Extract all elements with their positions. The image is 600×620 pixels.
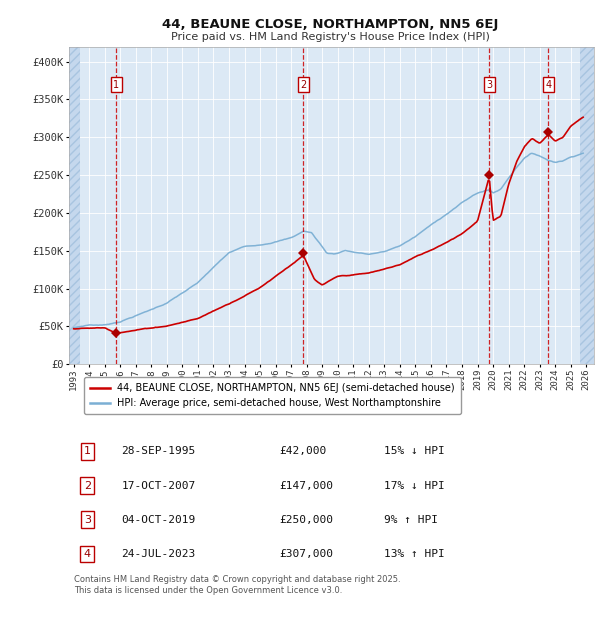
Bar [69, 46, 80, 365]
Text: 1: 1 [113, 79, 119, 90]
Text: £250,000: £250,000 [279, 515, 333, 525]
Text: 17% ↓ HPI: 17% ↓ HPI [384, 480, 445, 490]
Text: £147,000: £147,000 [279, 480, 333, 490]
Text: 13% ↑ HPI: 13% ↑ HPI [384, 549, 445, 559]
Text: 24-JUL-2023: 24-JUL-2023 [121, 549, 196, 559]
Text: 15% ↓ HPI: 15% ↓ HPI [384, 446, 445, 456]
Text: 3: 3 [486, 79, 492, 90]
Text: 4: 4 [84, 549, 91, 559]
Text: 9% ↑ HPI: 9% ↑ HPI [384, 515, 438, 525]
Text: 2: 2 [84, 480, 91, 490]
Text: 44, BEAUNE CLOSE, NORTHAMPTON, NN5 6EJ: 44, BEAUNE CLOSE, NORTHAMPTON, NN5 6EJ [162, 19, 498, 31]
Text: Contains HM Land Registry data © Crown copyright and database right 2025.
This d: Contains HM Land Registry data © Crown c… [74, 575, 401, 595]
Text: £42,000: £42,000 [279, 446, 326, 456]
Text: 3: 3 [84, 515, 91, 525]
Text: 1: 1 [84, 446, 91, 456]
Text: Price paid vs. HM Land Registry's House Price Index (HPI): Price paid vs. HM Land Registry's House … [170, 32, 490, 42]
Text: £307,000: £307,000 [279, 549, 333, 559]
Bar [580, 46, 594, 365]
Text: 17-OCT-2007: 17-OCT-2007 [121, 480, 196, 490]
Legend: 44, BEAUNE CLOSE, NORTHAMPTON, NN5 6EJ (semi-detached house), HPI: Average price: 44, BEAUNE CLOSE, NORTHAMPTON, NN5 6EJ (… [85, 377, 461, 414]
Text: 4: 4 [545, 79, 551, 90]
Text: 04-OCT-2019: 04-OCT-2019 [121, 515, 196, 525]
Text: 2: 2 [300, 79, 307, 90]
Text: 28-SEP-1995: 28-SEP-1995 [121, 446, 196, 456]
